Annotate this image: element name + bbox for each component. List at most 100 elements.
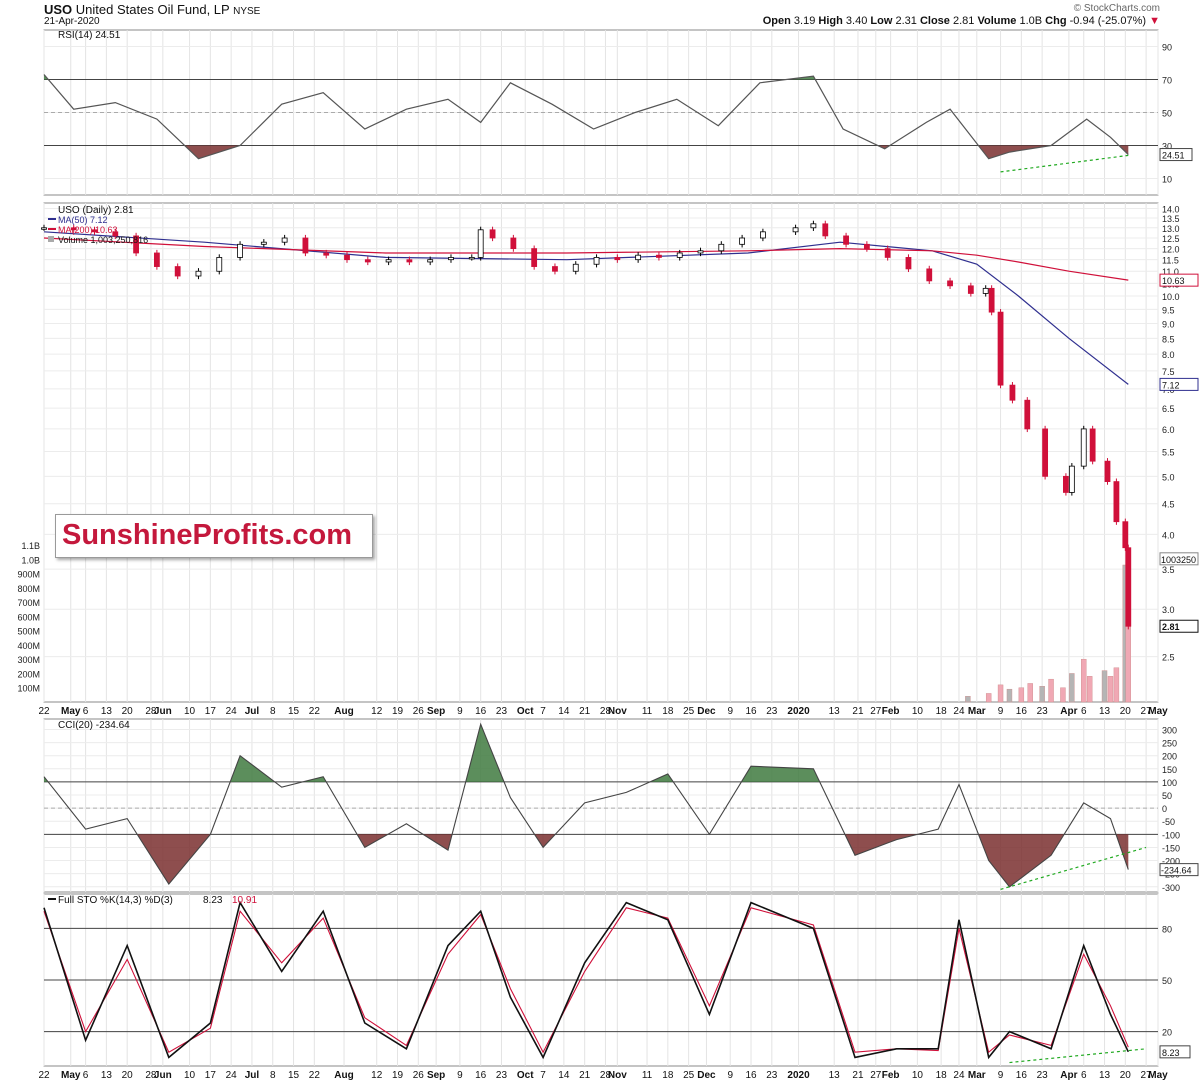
x-tick-label-top: 16 — [1016, 706, 1028, 717]
x-tick-label-bottom: 13 — [829, 1070, 841, 1081]
candle-body — [237, 243, 243, 258]
price-y-tick-label: 4.5 — [1162, 500, 1175, 510]
cci-trendline — [1000, 846, 1147, 890]
candle-body — [302, 237, 309, 254]
x-tick-label-bottom: 7 — [540, 1070, 546, 1081]
candle-body — [676, 252, 683, 258]
x-tick-label-top: 19 — [392, 706, 404, 717]
volume-y-tick-label: 1.0B — [21, 555, 40, 565]
header-symbol: USO — [44, 2, 73, 17]
rsi-trendline — [1000, 154, 1129, 173]
x-tick-label-top: 23 — [1037, 706, 1049, 717]
candle-body — [1104, 460, 1111, 482]
candle-body — [863, 243, 870, 250]
cci-y-tick-label: 200 — [1162, 752, 1177, 762]
candle-body — [810, 223, 817, 229]
x-tick-label-top: 23 — [766, 706, 778, 717]
x-tick-label-top: 27 — [1141, 706, 1153, 717]
price-y-tick-label: 9.5 — [1162, 305, 1175, 315]
cci-overbought-fill — [741, 766, 820, 782]
quote-volume-label: Volume — [977, 15, 1017, 27]
header-title-row: USO United States Oil Fund, LP NYSE — [44, 2, 260, 17]
candle-body — [593, 257, 600, 265]
x-tick-label-top: 17 — [205, 706, 217, 717]
candle-body — [552, 266, 558, 272]
x-tick-label-bottom: 8 — [270, 1070, 276, 1081]
sto-y-tick-label: 50 — [1162, 976, 1172, 986]
cci-y-tick-label: -100 — [1162, 830, 1180, 840]
x-tick-label-top: Jun — [154, 706, 172, 717]
x-tick-label-bottom: Jul — [245, 1070, 260, 1081]
x-tick-label-top: 20 — [122, 706, 134, 717]
x-tick-label-bottom: Nov — [608, 1070, 627, 1081]
candle-body — [260, 241, 267, 245]
candle-body — [1113, 481, 1120, 523]
x-tick-label-top: Aug — [334, 706, 353, 717]
ma50-current-label: 7.12 — [1162, 380, 1180, 390]
x-tick-label-bottom: Sep — [427, 1070, 445, 1081]
sto-legend-k: 8.23 — [203, 895, 223, 906]
price-legend-ma50: MA(50) 7.12 — [58, 215, 108, 225]
x-tick-label-top: 2020 — [787, 706, 810, 717]
rsi-oversold-fill — [978, 145, 1052, 159]
sto-k-line — [43, 900, 1130, 1060]
volume-bar — [1081, 658, 1087, 703]
candle-body — [739, 237, 746, 245]
rsi-line — [43, 74, 1129, 160]
sto-legend-d: 10.91 — [232, 895, 257, 906]
quote-volume: 1.0B — [1019, 15, 1043, 27]
x-tick-label-top: Apr — [1060, 706, 1077, 717]
x-tick-label-bottom: Dec — [697, 1070, 716, 1081]
sto-d-line — [43, 907, 1129, 1054]
volume-bar — [1101, 670, 1108, 703]
price-y-tick-label: 14.0 — [1162, 205, 1180, 215]
x-tick-label-bottom: 22 — [309, 1070, 321, 1081]
price-y-tick-label: 6.0 — [1162, 425, 1175, 435]
price-current-label: 2.81 — [1162, 622, 1180, 632]
candle-body — [988, 287, 995, 313]
candle-body — [843, 235, 849, 245]
candle-body — [153, 252, 160, 267]
x-tick-label-bottom: 23 — [766, 1070, 778, 1081]
price-current-label-box — [1159, 619, 1199, 633]
candle-body — [281, 237, 288, 243]
rsi-y-tick-label: 30 — [1162, 142, 1172, 152]
x-tick-label-top: Oct — [517, 706, 534, 717]
candle-body — [697, 250, 704, 254]
price-y-tick-label: 6.5 — [1162, 404, 1175, 414]
volume-y-tick-label: 1.1B — [21, 541, 40, 551]
x-tick-label-bottom: 23 — [496, 1070, 508, 1081]
quote-open-label: Open — [762, 15, 791, 27]
x-tick-label-bottom: 23 — [1037, 1070, 1049, 1081]
x-tick-label-bottom: 2020 — [787, 1070, 810, 1081]
cci-y-tick-label: 50 — [1162, 791, 1172, 801]
cci-oversold-fill — [534, 834, 556, 848]
x-tick-label-top: 22 — [309, 706, 321, 717]
sto-current-label: 8.23 — [1162, 1048, 1180, 1058]
price-y-tick-label: 13.5 — [1162, 214, 1180, 224]
volume-bar — [1006, 688, 1013, 703]
price-y-tick-label: 9.0 — [1162, 319, 1175, 329]
candle-body — [884, 248, 891, 258]
x-tick-label-bottom: 18 — [936, 1070, 948, 1081]
price-y-tick-label: 8.0 — [1162, 350, 1175, 360]
x-tick-label-top: 16 — [745, 706, 757, 717]
x-tick-label-bottom: 24 — [226, 1070, 238, 1081]
ma50-line — [43, 231, 1129, 385]
price-y-tick-label: 13.0 — [1162, 224, 1180, 234]
x-tick-label-bottom: 12 — [371, 1070, 383, 1081]
x-tick-label-top: May — [61, 706, 81, 717]
candle-body — [926, 268, 933, 282]
x-tick-label-bottom: 16 — [745, 1070, 757, 1081]
x-tick-label-top: 13 — [1099, 706, 1111, 717]
rsi-y-tick-label: 50 — [1162, 109, 1172, 119]
candle-body — [656, 254, 662, 258]
rsi-current-label: 24.51 — [1162, 151, 1185, 161]
x-tick-label-bottom: 18 — [662, 1070, 674, 1081]
candle-body — [364, 259, 371, 263]
quote-chg-label: Chg — [1045, 15, 1067, 27]
cci-line — [43, 722, 1129, 888]
candle-body — [792, 227, 799, 233]
x-tick-label-bottom: 16 — [475, 1070, 487, 1081]
x-tick-label-top: Dec — [697, 706, 716, 717]
